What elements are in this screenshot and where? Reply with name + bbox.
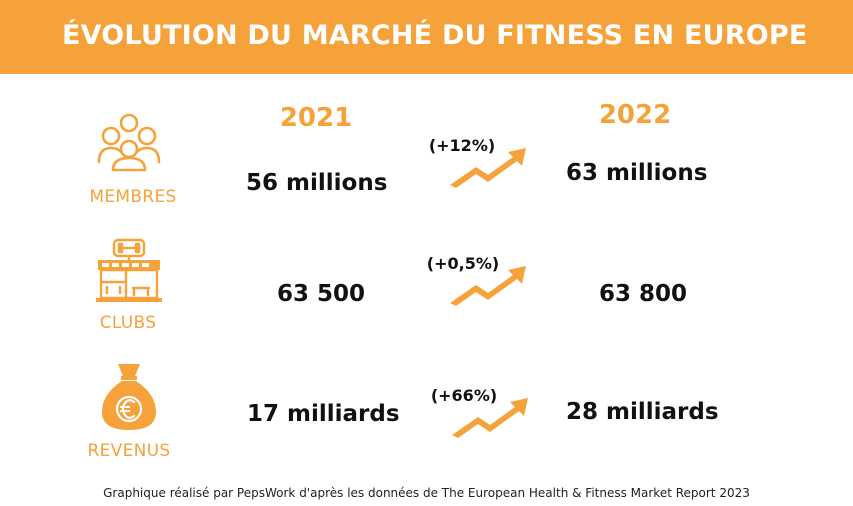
value-2022-clubs: 63 800 [599, 281, 688, 307]
category-label-membres: MEMBRES [89, 187, 177, 207]
people-group-icon [97, 113, 161, 172]
title-banner: ÉVOLUTION DU MARCHÉ DU FITNESS EN EUROPE [0, 0, 853, 74]
value-2021-revenus: 17 milliards [247, 401, 400, 427]
category-label-clubs: CLUBS [99, 313, 157, 333]
category-label-revenus: REVENUS [87, 441, 171, 461]
gym-building-icon [96, 238, 162, 302]
year-2021-header: 2021 [279, 103, 353, 133]
value-2022-membres: 63 millions [566, 160, 708, 186]
page-title: ÉVOLUTION DU MARCHÉ DU FITNESS EN EUROPE [62, 20, 808, 51]
value-2021-membres: 56 millions [246, 170, 388, 196]
change-revenus: (+66%) [430, 386, 498, 405]
value-2022-revenus: 28 milliards [566, 399, 719, 425]
source-footer: Graphique réalisé par PepsWork d'après l… [103, 486, 750, 500]
year-2022-header: 2022 [598, 100, 672, 130]
change-clubs: (+0,5%) [426, 254, 500, 273]
trend-arrow-up-icon [450, 148, 526, 188]
change-membres: (+12%) [428, 136, 496, 155]
trend-arrow-up-icon [450, 266, 526, 306]
value-2021-clubs: 63 500 [277, 281, 366, 307]
euro-money-bag-icon [102, 364, 156, 430]
trend-arrow-up-icon [452, 398, 528, 438]
